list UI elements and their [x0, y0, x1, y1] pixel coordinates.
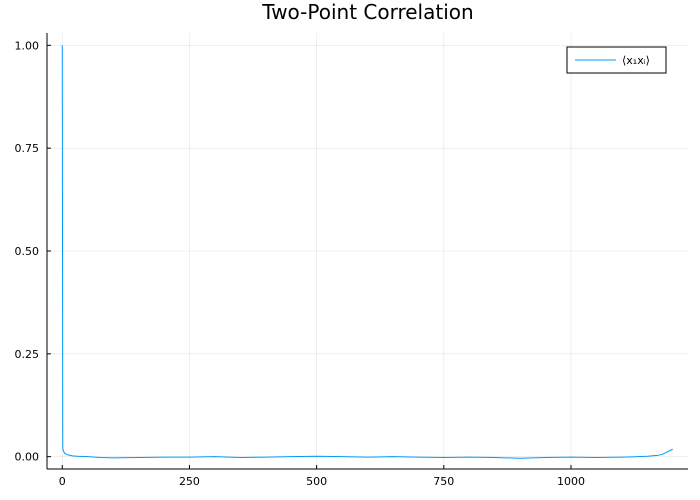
- y-tick-label: 0.00: [15, 451, 40, 464]
- tick-labels: 0 250 500 750 1000 0.00 0.25 0.50 0.75 1.00: [15, 39, 585, 488]
- series-group: [61, 45, 673, 459]
- x-tick-label: 1000: [557, 475, 585, 488]
- legend: ⟨x₁xᵢ⟩: [566, 46, 667, 74]
- x-tick-label: 0: [59, 475, 66, 488]
- y-tick-label: 0.75: [15, 142, 40, 155]
- x-tick-label: 750: [433, 475, 454, 488]
- chart-title: Two-Point Correlation: [261, 0, 473, 24]
- legend-label: ⟨x₁xᵢ⟩: [622, 54, 650, 67]
- x-tick-label: 500: [306, 475, 327, 488]
- series-line-0: [61, 45, 673, 459]
- y-tick-label: 0.50: [15, 245, 40, 258]
- y-tick-label: 1.00: [15, 39, 40, 52]
- x-tick-label: 250: [179, 475, 200, 488]
- grid: [47, 33, 688, 469]
- y-tick-label: 0.25: [15, 348, 40, 361]
